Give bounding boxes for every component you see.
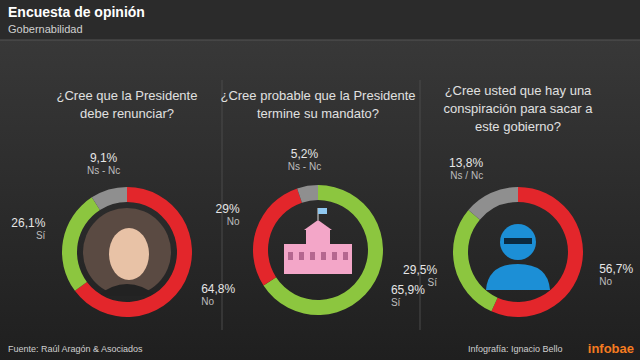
- category-label: Sí: [36, 230, 46, 241]
- center-icon: [486, 224, 550, 290]
- slice: [453, 210, 498, 311]
- data-label: 65,9%: [391, 283, 425, 297]
- background: [0, 0, 640, 360]
- infographic: Encuesta de opinión Gobernabilidad Fuente:…: [0, 0, 640, 360]
- source: Fuente: Raúl Aragón & Asociados: [8, 344, 143, 354]
- slices: [453, 187, 583, 317]
- data-label: 13,8%: [449, 156, 483, 170]
- header-rule: [0, 40, 640, 41]
- data-label: 29,5%: [403, 263, 437, 277]
- data-label: 5,2%: [291, 147, 319, 161]
- question: ¿Cree que la Presidente: [57, 88, 198, 103]
- slice: [253, 188, 302, 285]
- subtitle: Gobernabilidad: [8, 23, 83, 35]
- question: ¿Cree probable que la Presidente: [220, 88, 415, 103]
- category-label: No: [201, 296, 214, 307]
- question: debe renunciar?: [80, 106, 174, 121]
- category-label: No: [599, 276, 612, 287]
- donut: 64,8%No 26,1%Sí 9,1%Ns - Nc: [11, 151, 235, 317]
- data-label: 9,1%: [90, 151, 118, 165]
- category-label: Sí: [391, 297, 401, 308]
- center-icon: [284, 208, 352, 274]
- question: conspiración para sacar a: [444, 101, 594, 116]
- slice: [92, 187, 127, 210]
- data-label: 26,1%: [11, 216, 45, 230]
- question: termine su mandato?: [257, 106, 379, 121]
- question: ¿Cree usted que hay una: [445, 83, 592, 98]
- category-label: No: [227, 216, 240, 227]
- donut-panel: ¿Cree que la Presidente debe renunciar? 64…: [11, 88, 235, 317]
- slices: [62, 187, 192, 317]
- center-icon: [83, 208, 171, 296]
- data-label: 64,8%: [201, 282, 235, 296]
- header-band: [0, 0, 640, 40]
- donut: 65,9%Sí 29%No 5,2%Ns - Nc: [216, 147, 426, 315]
- slice: [468, 187, 518, 220]
- slice: [297, 185, 318, 203]
- category-label: Ns - Nc: [87, 165, 120, 176]
- slices: [253, 185, 383, 315]
- donut-panel: ¿Cree usted que hay una conspiración para…: [403, 83, 633, 317]
- data-label: 29%: [216, 202, 240, 216]
- question: este gobierno?: [475, 119, 561, 134]
- brand: infobae: [588, 341, 634, 356]
- title: Encuesta de opinión: [8, 4, 145, 20]
- data-label: 56,7%: [599, 262, 633, 276]
- donut-panel: ¿Cree probable que la Presidente termine …: [216, 88, 426, 315]
- slice: [62, 197, 100, 291]
- donut: 56,7%No 29,5%Sí 13,8%Ns / Nc: [403, 156, 633, 317]
- category-label: Ns / Nc: [450, 170, 483, 181]
- category-label: Ns - Nc: [288, 161, 321, 172]
- slice: [491, 187, 583, 317]
- credit: Infografía: Ignacio Bello: [468, 344, 563, 354]
- category-label: Sí: [428, 277, 438, 288]
